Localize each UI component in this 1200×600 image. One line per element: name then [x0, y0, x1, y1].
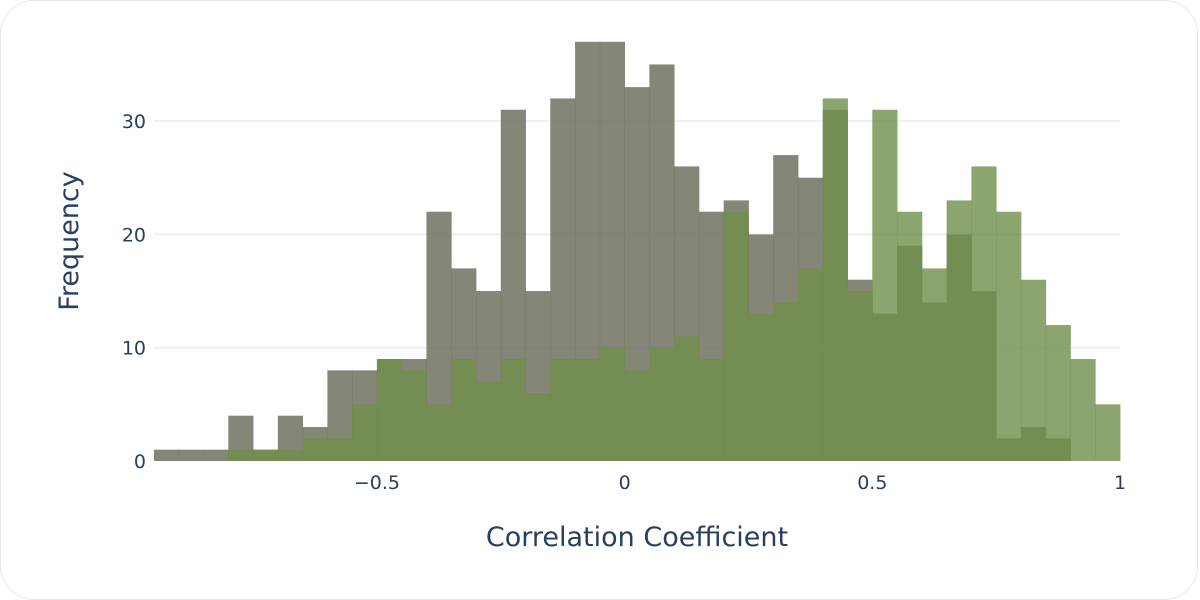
series-2-bar [575, 359, 601, 461]
series-2-bars [228, 98, 1121, 462]
series-2-bar [624, 370, 650, 461]
series-2-bar [1045, 325, 1071, 461]
series-2-bar [971, 166, 997, 462]
series-2-bar [352, 404, 378, 461]
x-tick-label: 0.5 [857, 472, 887, 494]
series-2-bar [798, 268, 824, 461]
x-axis-ticks: −0.5 0 0.5 1 [354, 472, 1126, 494]
series-2-bar [1020, 279, 1047, 461]
x-axis-title: Correlation Coefficient [486, 522, 788, 553]
y-axis-ticks: 0 10 20 30 [122, 111, 146, 473]
y-tick-label: 0 [134, 451, 146, 473]
series-2-bar [773, 302, 799, 461]
series-2-bar [302, 438, 328, 461]
series-2-bar [897, 211, 923, 461]
series-2-bar [847, 291, 873, 461]
series-2-bar [376, 359, 403, 461]
y-tick-label: 10 [122, 338, 146, 360]
x-tick-label: −0.5 [354, 472, 400, 494]
series-2-bar [253, 449, 279, 461]
series-2-bar [723, 211, 749, 461]
series-2-bar [996, 211, 1022, 461]
series-2-bar [426, 404, 452, 461]
series-2-bar [451, 359, 477, 461]
y-tick-label: 20 [122, 224, 146, 246]
y-tick-label: 30 [122, 111, 146, 133]
histogram-chart: −0.5 0 0.5 1 0 10 20 30 Correlation Coefficien… [54, 41, 1126, 553]
series-2-bar [599, 347, 626, 461]
series-2-bar [476, 381, 502, 461]
series-2-bar [1095, 404, 1121, 461]
series-2-bar [748, 313, 774, 461]
x-tick-label: 1 [1114, 472, 1126, 494]
series-2-bar [401, 370, 427, 461]
x-tick-label: 0 [619, 472, 631, 494]
y-axis-title: Frequency [54, 171, 85, 311]
series-2-bar [698, 359, 725, 461]
series-2-bar [500, 359, 526, 461]
series-2-bar [550, 359, 576, 461]
series-2-bar [1070, 359, 1096, 461]
series-2-bar [228, 449, 254, 461]
series-2-bar [327, 438, 353, 461]
series-2-bar [921, 268, 948, 461]
series-2-bar [277, 449, 304, 461]
series-2-bar [946, 200, 972, 461]
series-2-bar [649, 347, 675, 461]
series-1-bar [178, 449, 204, 461]
series-2-bar [674, 336, 700, 461]
series-1-bar [203, 449, 229, 461]
series-1-bar [154, 449, 180, 461]
series-2-bar [525, 393, 551, 461]
series-2-bar [872, 109, 898, 462]
series-2-bar [822, 98, 848, 461]
